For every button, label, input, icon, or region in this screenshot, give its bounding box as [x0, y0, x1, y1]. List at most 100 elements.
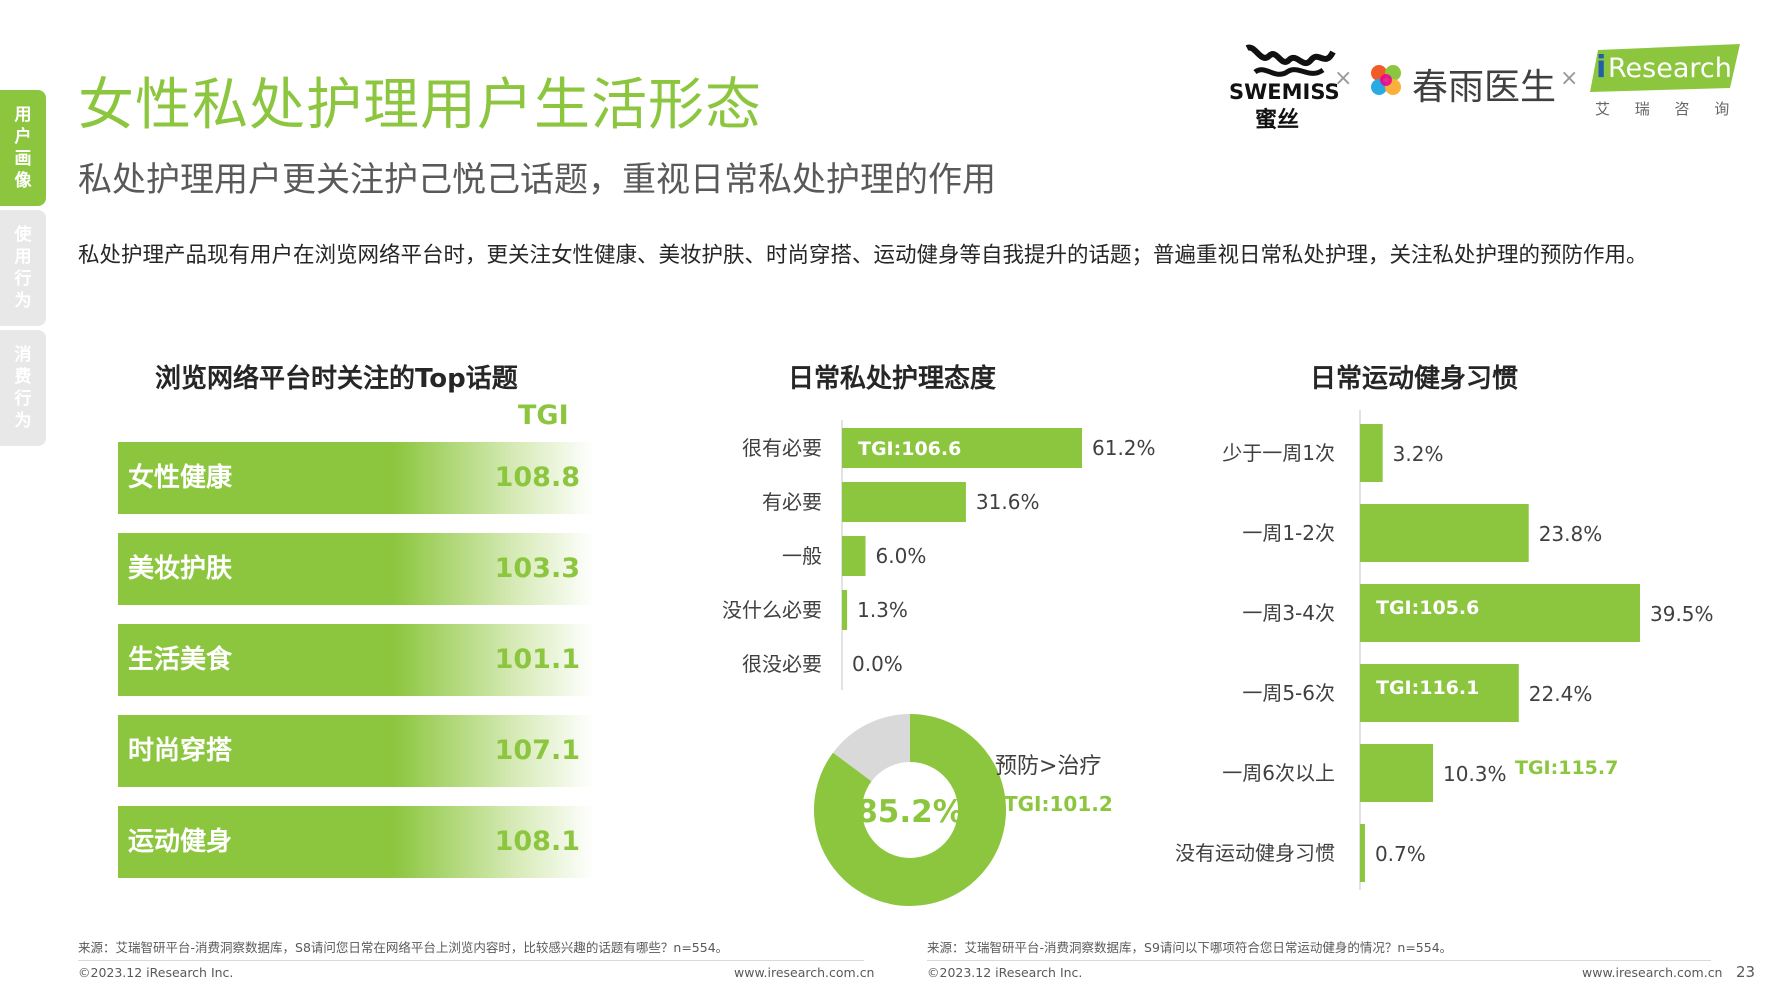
chart2-attitude-bars: 很有必要 61.2% TGI:106.6 有必要 31.6% 一般 6.0% 没什么必要 1.3… [722, 420, 1156, 690]
footer-copyright-left: ©2023.12 iResearch Inc. [78, 965, 234, 980]
topic-bar: 运动健身 108.1 [118, 806, 594, 878]
side-tab-char: 画 [14, 149, 32, 169]
side-tab-char: 用 [14, 247, 32, 267]
donut-slice [814, 714, 1006, 906]
footer-website-left[interactable]: www.iresearch.com.cn [734, 965, 875, 980]
chart3-category-label: 一周6次以上 [1222, 761, 1335, 785]
chart2-category-label: 有必要 [762, 490, 822, 514]
side-tab-char: 为 [14, 411, 32, 431]
chart3-value-label: 10.3% [1443, 762, 1507, 786]
footer-source-left: 来源：艾瑞智研平台-消费洞察数据库，S8请问您日常在网络平台上浏览内容时，比较感… [78, 940, 729, 955]
chart2-title: 日常私处护理态度 [788, 364, 997, 394]
topic-bar-label: 运动健身 [128, 827, 233, 857]
footer-divider-left [78, 960, 864, 961]
swemiss-wave-icon [1245, 44, 1336, 77]
chart2-value-label: 0.0% [852, 652, 903, 676]
topic-bar-label: 美妆护肤 [128, 554, 233, 584]
chart2-bar [842, 590, 848, 630]
side-tab-user-profile[interactable]: 用户画像 [0, 90, 46, 206]
footer-website-right[interactable]: www.iresearch.com.cn [1582, 965, 1723, 980]
side-tab-char: 用 [14, 105, 32, 125]
chart2-category-label: 很没必要 [742, 652, 822, 676]
chunyu-flower-icon [1368, 62, 1404, 98]
times-sign-2: × [1560, 66, 1579, 91]
topic-bar-label: 女性健康 [128, 463, 233, 493]
topic-bar: 时尚穿搭 107.1 [118, 715, 594, 787]
topic-bar: 生活美食 101.1 [118, 624, 594, 696]
chart3-category-label: 一周1-2次 [1242, 521, 1335, 545]
swemiss-logo: SWEMISS 蜜丝 [1225, 42, 1355, 133]
topic-bar-label: 生活美食 [128, 645, 233, 675]
chart2-donut: 85.2% [814, 714, 1006, 906]
page-number: 23 [1736, 963, 1756, 981]
chart2-category-label: 一般 [782, 544, 822, 568]
chart3-category-label: 一周3-4次 [1242, 601, 1335, 625]
chart3-bar [1360, 664, 1519, 722]
chart1-tgi-header: TGI [518, 400, 569, 431]
side-tab-char: 消 [14, 345, 32, 365]
side-tab-char: 行 [14, 389, 32, 409]
topic-bar: 女性健康 108.8 [118, 442, 594, 514]
chart2-bar [842, 536, 866, 576]
side-tab-char: 户 [14, 127, 32, 147]
chart3-bar [1360, 424, 1383, 482]
chart1-title: 浏览网络平台时关注的Top话题 [155, 364, 518, 394]
chart2-bar [842, 428, 1082, 468]
topic-bar-tgi: 108.8 [494, 462, 580, 493]
chart3-value-label: 3.2% [1393, 442, 1444, 466]
chart3-bar-tgi: TGI:105.6 [1376, 597, 1479, 619]
chart2-bar [842, 482, 966, 522]
side-tab-char: 行 [14, 269, 32, 289]
iresearch-logo-cn: 艾 瑞 咨 询 [1595, 100, 1740, 118]
footer-copyright-right: ©2023.12 iResearch Inc. [927, 965, 1083, 980]
side-tab-char: 使 [14, 225, 32, 245]
topic-bar-label: 时尚穿搭 [128, 736, 233, 766]
chart3-outside-tgi: TGI:115.7 [1515, 757, 1618, 779]
chart3-bar [1360, 584, 1640, 642]
times-sign: × [1334, 66, 1353, 91]
page-summary: 私处护理产品现有用户在浏览网络平台时，更关注女性健康、美妆护肤、时尚穿搭、运动健… [78, 243, 1648, 268]
topic-bar-tgi: 101.1 [494, 644, 580, 675]
chart2-value-label: 1.3% [857, 598, 908, 622]
chart3-value-label: 22.4% [1529, 682, 1593, 706]
chart3-value-label: 0.7% [1375, 842, 1426, 866]
side-tab-consumption-behavior[interactable]: 消费行为 [0, 330, 46, 446]
chart3-value-label: 23.8% [1539, 522, 1603, 546]
side-tab-usage-behavior[interactable]: 使用行为 [0, 210, 46, 326]
side-tab-char: 像 [14, 171, 32, 191]
chart3-value-label: 39.5% [1650, 602, 1714, 626]
topic-bar-tgi: 107.1 [494, 735, 580, 766]
page-subtitle: 私处护理用户更关注护己悦己话题，重视日常私处护理的作用 [78, 160, 996, 200]
topic-bar-tgi: 103.3 [494, 553, 580, 584]
chart3-exercise-bars: 少于一周1次 3.2% 一周1-2次 23.8% 一周3-4次 39.5% TGI:105.… [1175, 410, 1714, 890]
chart2-bar-tgi: TGI:106.6 [858, 438, 961, 460]
iresearch-logo-text: Research [1608, 53, 1732, 84]
topic-bar: 美妆护肤 103.3 [118, 533, 594, 605]
chart2-value-label: 61.2% [1092, 436, 1156, 460]
footer-divider-right [927, 960, 1711, 961]
chart2-value-label: 6.0% [876, 544, 927, 568]
chunyu-logo-text: 春雨医生 [1412, 67, 1557, 108]
chart3-bar [1360, 504, 1529, 562]
chart3-category-label: 少于一周1次 [1222, 441, 1335, 465]
chart3-category-label: 没有运动健身习惯 [1175, 841, 1335, 865]
swemiss-logo-text: SWEMISS [1229, 80, 1340, 104]
donut-tgi: TGI:101.2 [1004, 792, 1113, 816]
donut-slice [833, 714, 912, 783]
page-title: 女性私处护理用户生活形态 [78, 73, 762, 138]
chart3-title: 日常运动健身习惯 [1310, 364, 1519, 394]
chart3-category-label: 一周5-6次 [1242, 681, 1335, 705]
donut-center-label: 85.2% [856, 794, 964, 830]
iresearch-logo: i Research [1590, 44, 1742, 94]
chart2-category-label: 很有必要 [742, 436, 822, 460]
topic-bar-tgi: 108.1 [494, 826, 580, 857]
side-tab-char: 费 [14, 367, 32, 387]
iresearch-logo-i: i [1596, 50, 1607, 85]
swemiss-logo-cn: 蜜丝 [1255, 108, 1300, 133]
chart3-bar [1360, 744, 1434, 802]
side-tab-char: 为 [14, 291, 32, 311]
chart2-category-label: 没什么必要 [722, 598, 822, 622]
chart3-bar-tgi: TGI:116.1 [1376, 677, 1479, 699]
chart3-bar [1360, 824, 1365, 882]
footer-source-right: 来源：艾瑞智研平台-消费洞察数据库，S9请问以下哪项符合您日常运动健身的情况？n… [927, 940, 1453, 955]
